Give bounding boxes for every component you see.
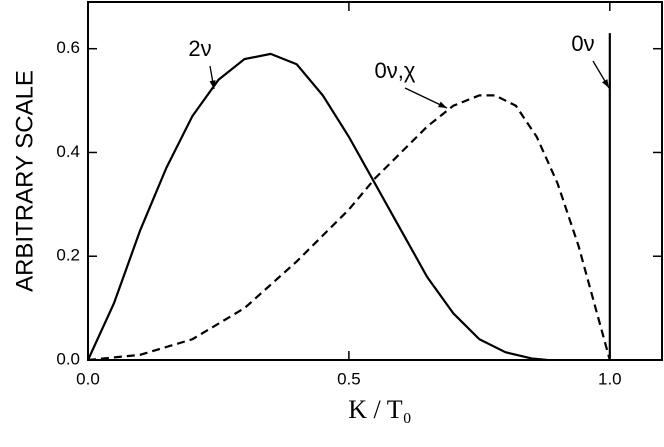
x-tick-label: 0.0 <box>76 369 100 388</box>
y-tick-label: 0.0 <box>56 349 80 368</box>
arrow-head <box>209 80 216 89</box>
x-tick-label: 0.5 <box>337 369 361 388</box>
arrow-head <box>438 101 447 108</box>
series-line <box>86 52 548 362</box>
y-tick-label: 0.4 <box>56 142 80 161</box>
series-label: 0ν <box>571 31 594 56</box>
x-axis-label: K / T₀ <box>348 395 411 424</box>
y-tick-label: 0.6 <box>56 38 80 57</box>
y-axis-label: ARBITRARY SCALE <box>11 70 38 292</box>
series-label: 2ν <box>188 36 211 61</box>
arrow-head <box>602 79 609 88</box>
x-tick-label: 1.0 <box>598 369 622 388</box>
series-label: 0ν,χ <box>375 58 416 83</box>
plot-frame <box>87 1 663 361</box>
y-tick-label: 0.2 <box>56 246 80 265</box>
series-line <box>87 94 611 362</box>
